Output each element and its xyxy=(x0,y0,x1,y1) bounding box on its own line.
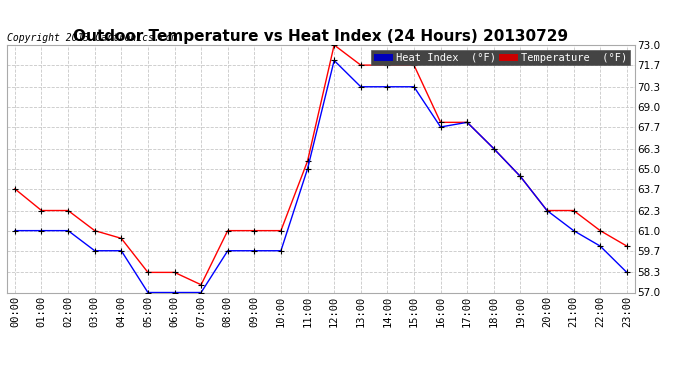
Legend: Heat Index  (°F), Temperature  (°F): Heat Index (°F), Temperature (°F) xyxy=(371,50,629,65)
Text: Copyright 2013 Cartronics.com: Copyright 2013 Cartronics.com xyxy=(7,33,177,42)
Title: Outdoor Temperature vs Heat Index (24 Hours) 20130729: Outdoor Temperature vs Heat Index (24 Ho… xyxy=(73,29,569,44)
